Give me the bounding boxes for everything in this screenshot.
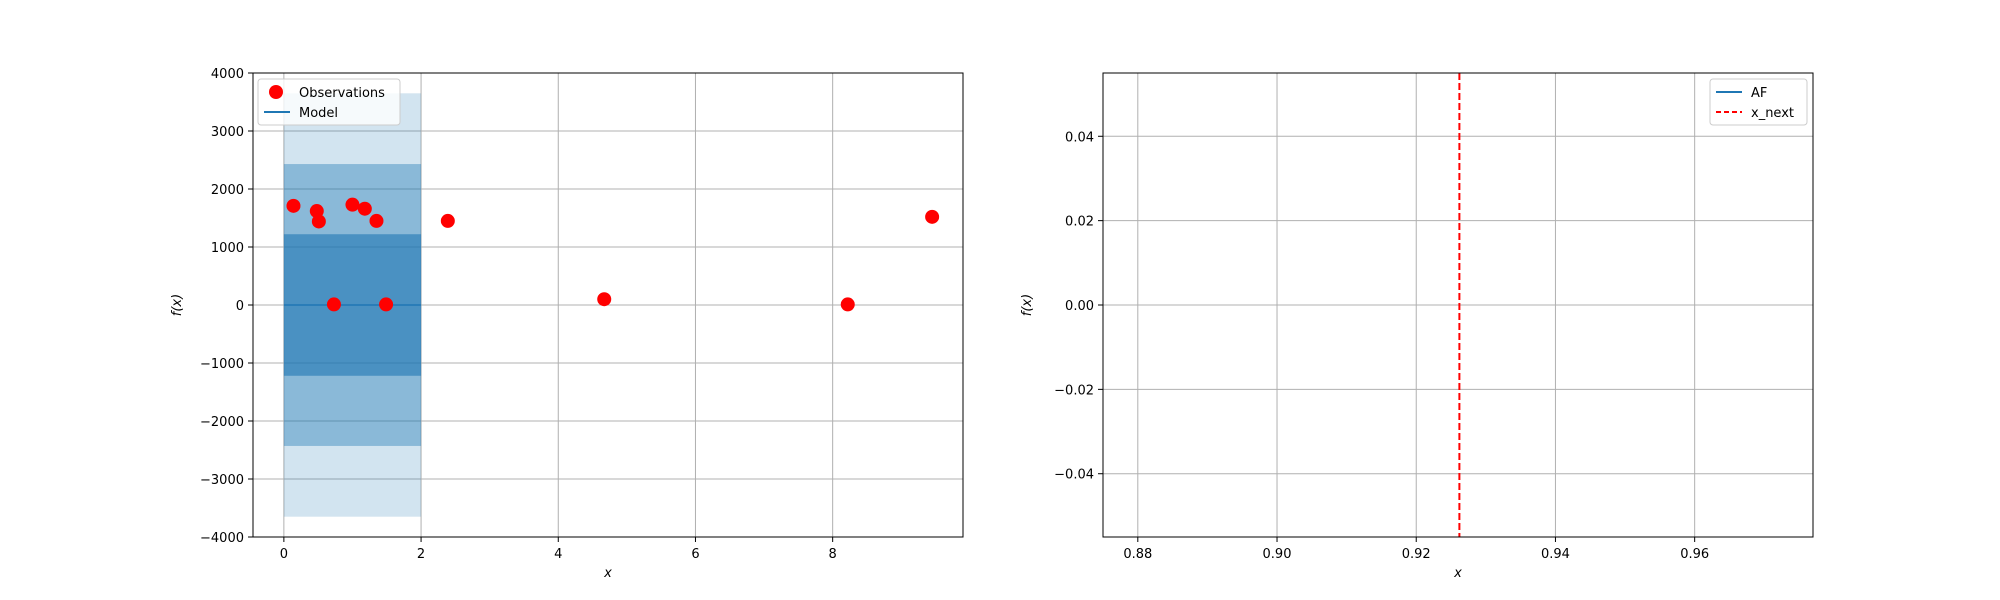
observation-point — [440, 213, 455, 228]
left-plot-y-tick-label: 4000 — [211, 67, 244, 82]
left-plot-y-tick-label: −1000 — [200, 357, 244, 372]
right-plot: 0.88 0.90 0.92 0.94 0.96 −0.04 −0.02 0.00 0.02 0… — [1020, 72, 1814, 581]
left-plot-y-tick-label: 2000 — [211, 183, 244, 198]
left-plot-x-axis-label: x — [603, 566, 612, 581]
legend-label: AF — [1751, 86, 1767, 101]
legend-label: Observations — [299, 86, 385, 101]
observation-point — [345, 197, 360, 212]
left-plot-x-tick-label: 0 — [280, 547, 288, 562]
observation-point — [369, 213, 384, 228]
right-plot-x-ticks: 0.88 0.90 0.92 0.94 0.96 — [1123, 537, 1709, 562]
observation-point — [309, 204, 324, 219]
right-plot-y-tick-label: −0.02 — [1054, 383, 1094, 398]
right-plot-legend-box — [1709, 78, 1808, 126]
left-plot-y-tick-label: −3000 — [200, 473, 244, 488]
left-plot-y-tick-label: 3000 — [211, 125, 244, 140]
right-plot-x-tick-label: 0.92 — [1402, 547, 1431, 562]
observation-point — [840, 297, 855, 312]
left-plot-legend-box — [257, 78, 401, 126]
left-plot-y-tick-label: −4000 — [200, 531, 244, 546]
right-plot-grid — [1103, 73, 1813, 537]
observation-point — [326, 297, 341, 312]
right-plot-y-tick-label: 0.00 — [1065, 299, 1094, 314]
right-plot-y-ticks: −0.04 −0.02 0.00 0.02 0.04 — [1054, 130, 1103, 483]
left-plot-y-tick-label: −2000 — [200, 415, 244, 430]
left-plot-x-tick-label: 4 — [554, 547, 562, 562]
right-plot-x-tick-label: 0.94 — [1541, 547, 1570, 562]
right-plot-y-tick-label: 0.02 — [1065, 215, 1094, 230]
right-plot-legend: AF x_next — [1709, 78, 1808, 126]
left-plot-legend: Observations Model — [257, 78, 401, 126]
left-plot-points — [286, 197, 940, 312]
right-plot-x-tick-label: 0.88 — [1123, 547, 1152, 562]
left-plot-y-tick-label: 1000 — [211, 241, 244, 256]
right-plot-x-tick-label: 0.96 — [1680, 547, 1709, 562]
left-plot-x-tick-label: 8 — [829, 547, 837, 562]
observation-point — [357, 201, 372, 216]
left-plot-y-ticks: −4000 −3000 −2000 −1000 0 1000 2000 3000 4000 — [200, 67, 253, 546]
right-plot-x-tick-label: 0.90 — [1263, 547, 1292, 562]
right-plot-x-axis-label: x — [1453, 566, 1462, 581]
observation-point — [379, 297, 394, 312]
left-plot-x-ticks: 0 2 4 6 8 — [280, 537, 837, 562]
right-plot-y-axis-label: f(x) — [1020, 294, 1035, 316]
observation-point — [925, 209, 940, 224]
left-plot: 0 2 4 6 8 −4000 −3000 −2000 −1000 0 1000 2000 3000 4… — [170, 67, 964, 581]
left-plot-x-tick-label: 6 — [691, 547, 699, 562]
observation-point — [286, 198, 301, 213]
legend-observations-marker — [269, 85, 283, 99]
observation-point — [597, 292, 612, 307]
right-plot-y-tick-label: 0.04 — [1065, 130, 1094, 145]
left-plot-y-axis-label: f(x) — [170, 294, 185, 316]
observation-point — [311, 214, 326, 229]
right-plot-y-tick-label: −0.04 — [1054, 468, 1094, 483]
legend-label: x_next — [1751, 106, 1794, 121]
legend-label: Model — [299, 106, 338, 121]
left-plot-x-tick-label: 2 — [417, 547, 425, 562]
left-plot-y-tick-label: 0 — [236, 299, 244, 314]
